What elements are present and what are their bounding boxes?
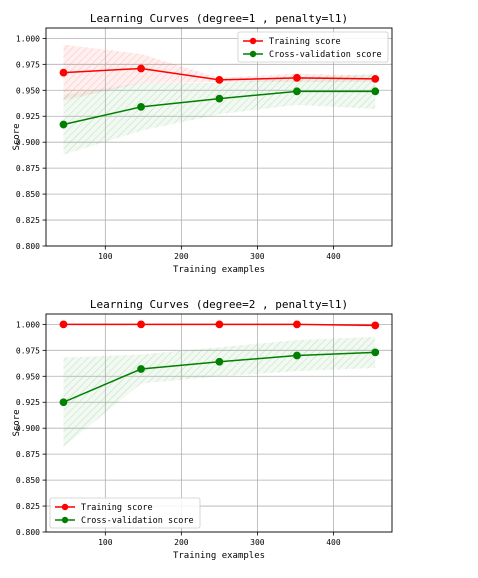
data-point-training xyxy=(293,73,301,82)
legend: Training score Cross-validation score xyxy=(49,497,201,529)
x-tick-label: 400 xyxy=(326,252,341,261)
data-point-cv xyxy=(215,94,224,103)
legend-label: Cross-validation score xyxy=(81,516,194,526)
legend-label: Training score xyxy=(269,37,341,47)
x-tick-label: 200 xyxy=(174,538,189,547)
y-tick-label: 0.825 xyxy=(16,216,40,225)
axes-frame xyxy=(45,313,393,533)
y-tick-label: 0.950 xyxy=(16,86,40,95)
x-tick-label: 300 xyxy=(250,252,265,261)
x-tick-label: 300 xyxy=(250,538,265,547)
band-training xyxy=(63,44,376,101)
y-tick-label: 0.975 xyxy=(16,60,40,69)
y-tick-label: 0.875 xyxy=(16,164,40,173)
y-tick-label: 0.800 xyxy=(16,528,40,537)
data-point-cv xyxy=(371,348,380,357)
data-point-training xyxy=(371,321,380,330)
y-tick-label: 1.000 xyxy=(16,34,40,43)
y-axis-label: Score xyxy=(12,123,22,150)
data-point-cv xyxy=(215,357,224,366)
x-tick-label: 100 xyxy=(98,538,113,547)
x-tick-label: 400 xyxy=(326,538,341,547)
chart-1: 0.800 0.825 0.850 0.875 0.900 0.925 0.950 0.975… xyxy=(12,12,393,275)
legend-marker xyxy=(61,516,69,524)
band-cv xyxy=(63,336,376,447)
chart-title: Learning Curves (degree=2 , penalty=l1) xyxy=(90,298,348,311)
legend-label: Training score xyxy=(81,503,153,513)
y-tick-label: 0.850 xyxy=(16,476,40,485)
data-point-training xyxy=(215,76,224,84)
legend-marker xyxy=(249,50,257,58)
data-point-cv xyxy=(293,351,301,360)
y-tick-label: 0.925 xyxy=(16,398,40,407)
data-point-cv xyxy=(137,102,145,111)
y-tick-label: 0.900 xyxy=(16,424,40,433)
chart-title: Learning Curves (degree=1 , penalty=l1) xyxy=(90,12,348,25)
data-point-training xyxy=(371,74,380,83)
legend-label: Cross-validation score xyxy=(269,50,382,60)
legend-marker xyxy=(61,503,69,511)
y-tick-label: 0.925 xyxy=(16,112,40,121)
y-tick-label: 0.875 xyxy=(16,450,40,459)
y-tick-label: 1.000 xyxy=(16,320,40,329)
data-point-training xyxy=(137,64,145,73)
y-tick-label: 0.800 xyxy=(16,242,40,251)
data-point-cv xyxy=(137,365,145,373)
data-point-training xyxy=(215,320,224,329)
y-tick-label: 0.850 xyxy=(16,190,40,199)
axes-frame xyxy=(45,27,393,247)
data-point-training xyxy=(293,320,301,329)
legend-box xyxy=(237,31,389,63)
x-tick-label: 200 xyxy=(174,252,189,261)
x-axis-label: Training examples xyxy=(173,551,265,561)
data-point-training xyxy=(59,68,68,77)
data-point-cv xyxy=(59,398,68,407)
y-tick-label: 0.950 xyxy=(16,372,40,381)
chart-2: 0.800 0.825 0.850 0.875 0.900 0.925 0.950 0.975… xyxy=(12,298,393,561)
y-axis-label: Score xyxy=(12,409,22,436)
y-tick-label: 0.900 xyxy=(16,138,40,147)
y-tick-label: 0.825 xyxy=(16,502,40,511)
y-tick-label: 0.975 xyxy=(16,346,40,355)
legend-box xyxy=(49,497,201,529)
x-tick-label: 100 xyxy=(98,252,113,261)
data-point-cv xyxy=(293,87,301,96)
data-point-training xyxy=(137,320,145,329)
data-point-cv xyxy=(371,87,380,96)
legend: Training score Cross-validation score xyxy=(237,31,389,63)
x-axis-label: Training examples xyxy=(173,265,265,275)
data-point-cv xyxy=(59,120,68,129)
data-point-training xyxy=(59,320,68,329)
legend-marker xyxy=(249,37,257,45)
